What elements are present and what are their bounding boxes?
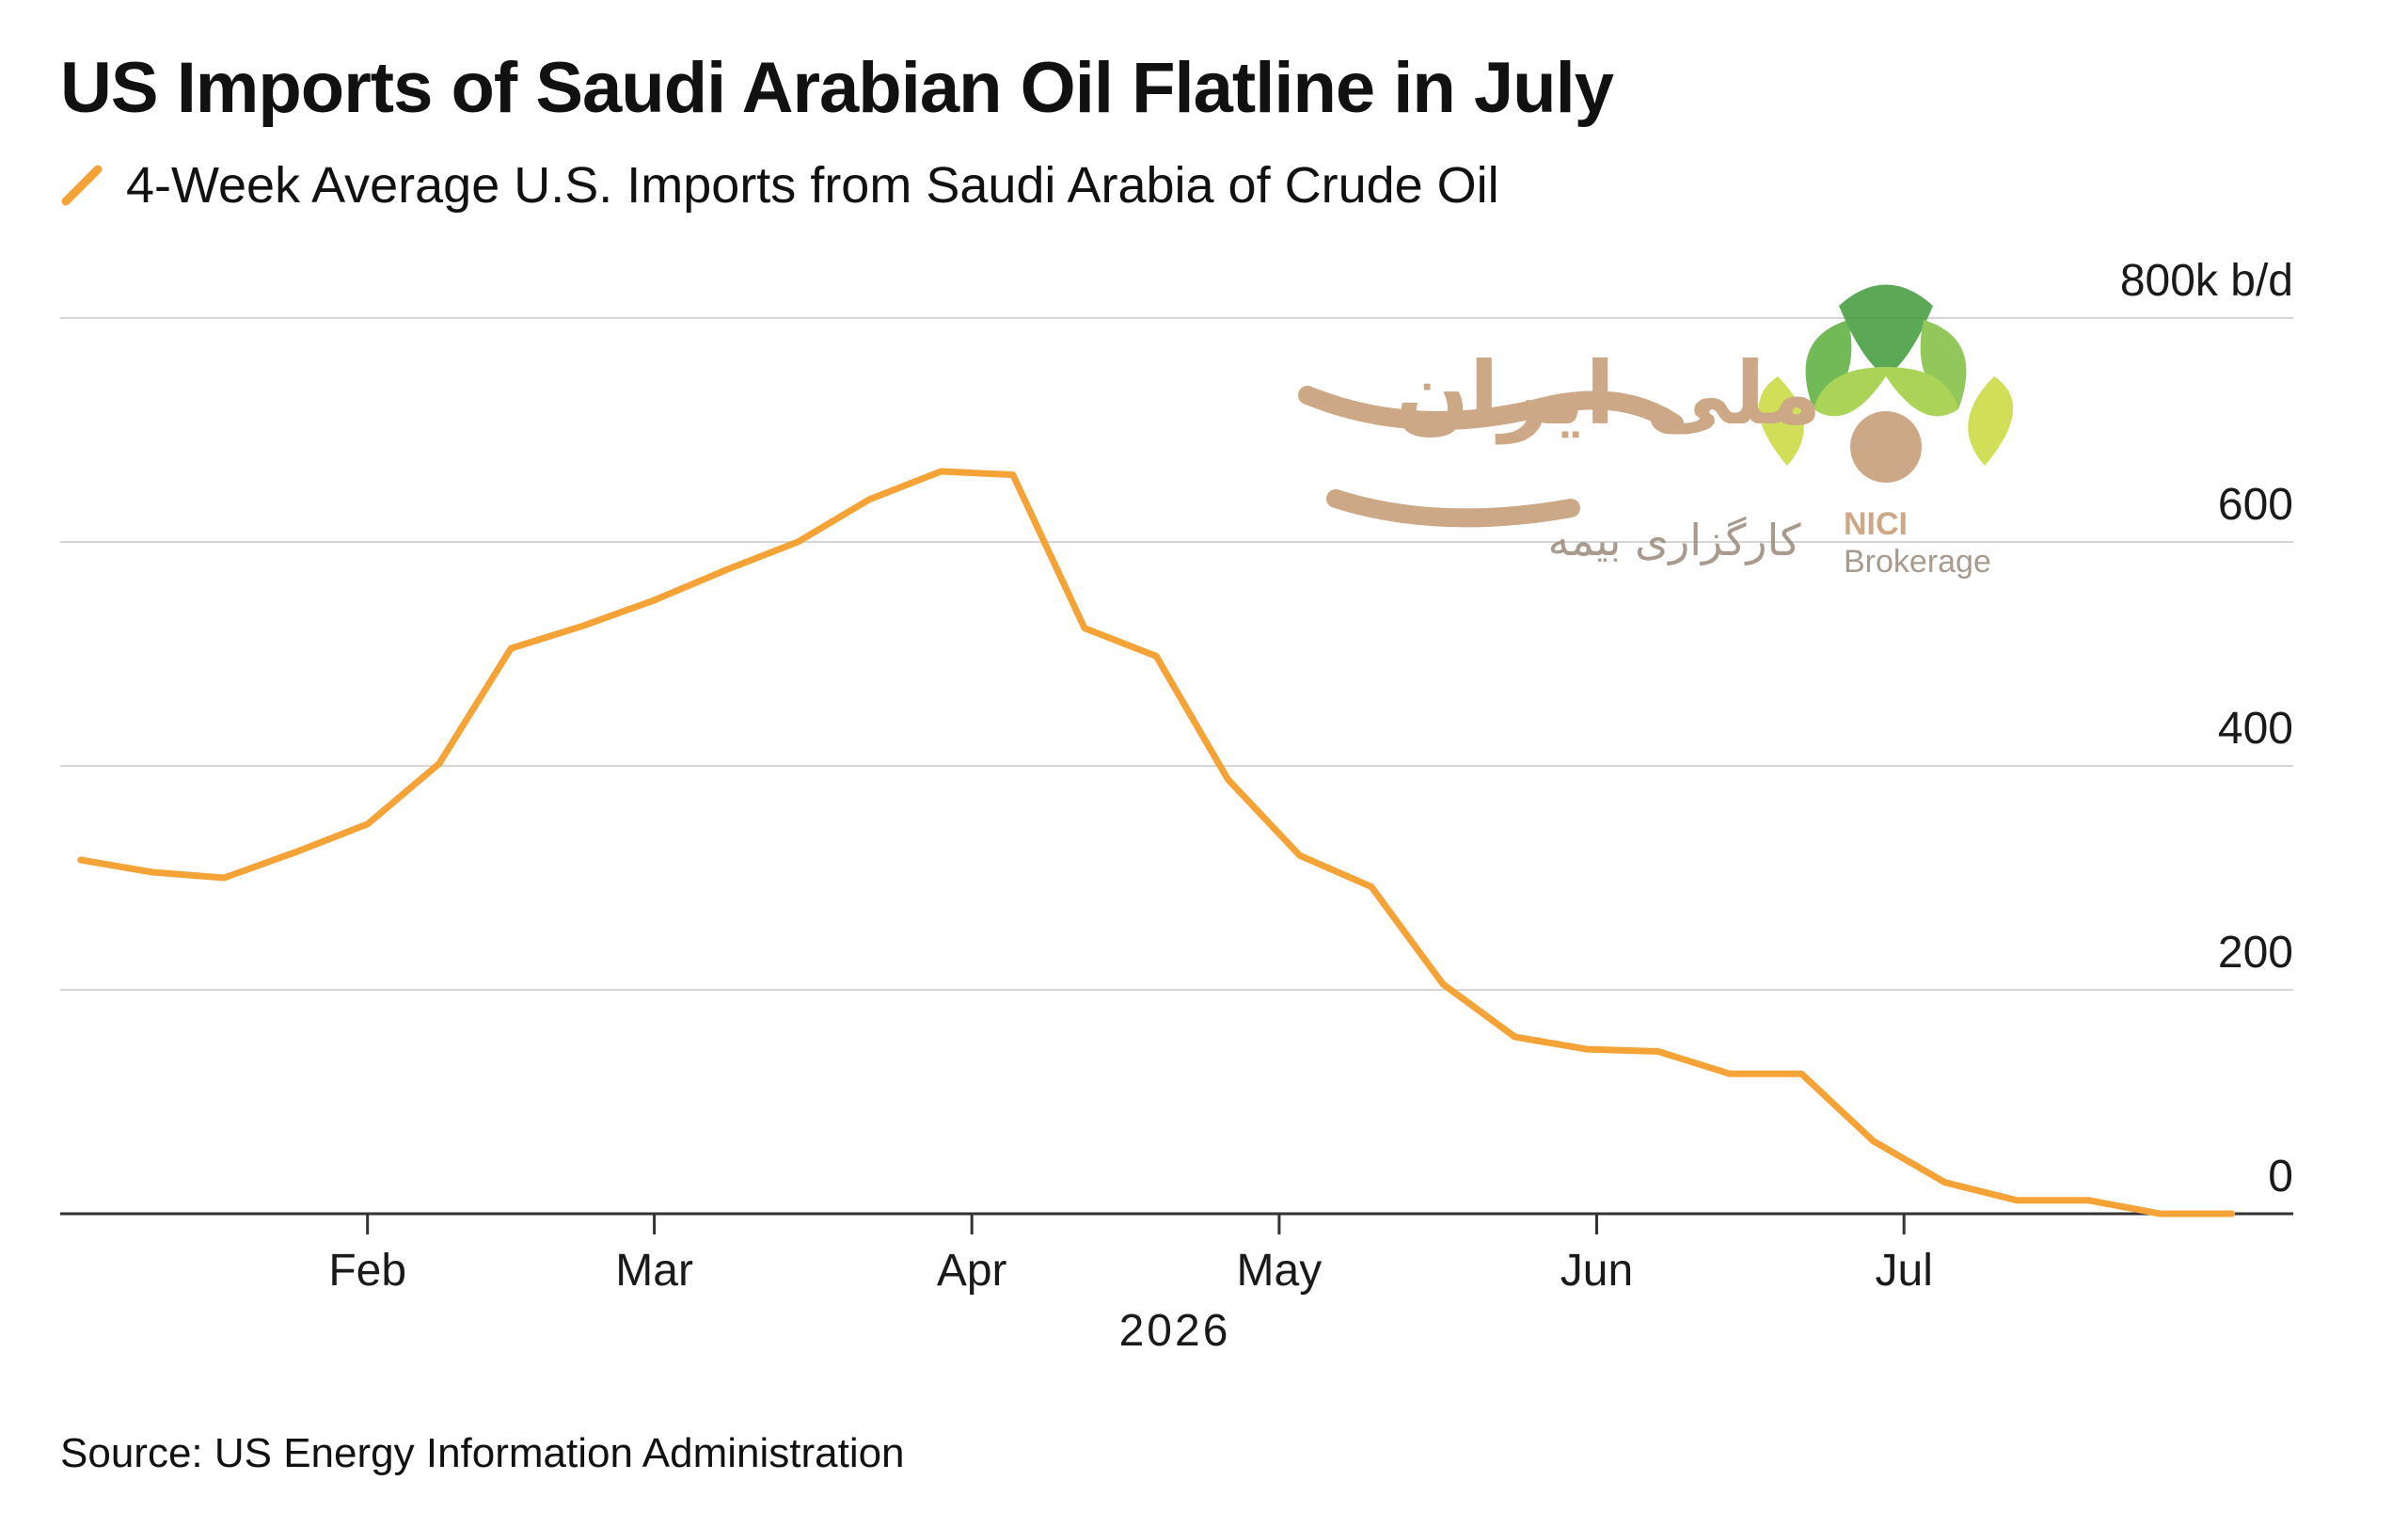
y-tick-label-200: 200 (2218, 928, 2293, 978)
legend-line-swatch-icon (61, 165, 103, 206)
calligraphy-swash-icon (1298, 386, 1684, 528)
x-tick-label-jul: Jul (1876, 1246, 1933, 1296)
x-tick-label-mar: Mar (615, 1246, 693, 1296)
y-tick-label-0: 0 (2268, 1152, 2293, 1202)
nici-brokerage-logo: NICI Brokerage ملی ایران کارگزاری بیمه (1298, 284, 2013, 580)
y-tick-label-600: 600 (2218, 480, 2293, 530)
x-tick-label-feb: Feb (328, 1246, 406, 1296)
chart-title: US Imports of Saudi Arabian Oil Flatline… (60, 48, 1614, 128)
logo-sub: Brokerage (1844, 544, 1991, 580)
x-axis-label: 2026 (1119, 1306, 1231, 1356)
source-note: Source: US Energy Information Administra… (60, 1430, 905, 1476)
line-chart: 0 200 400 600 800k b/d Feb Mar Apr May Jun Jul 20… (60, 256, 2293, 1356)
x-tick-label-may: May (1237, 1246, 1323, 1296)
logo-name: NICI (1844, 506, 1908, 542)
x-tick-label-apr: Apr (937, 1246, 1007, 1296)
legend-label: 4-Week Average U.S. Imports from Saudi A… (126, 157, 1499, 214)
logo-persian-main: ملی ایران (1396, 343, 1822, 445)
x-tick-label-jun: Jun (1560, 1246, 1633, 1296)
series-line-saudi-crude-imports (77, 468, 2236, 1218)
y-tick-label-800: 800k b/d (2120, 256, 2293, 306)
y-axis-tick-labels: 0 200 400 600 800k b/d (2120, 256, 2293, 1202)
x-axis-ticks: Feb Mar Apr May Jun Jul (328, 1214, 1933, 1296)
logo-persian-sub: کارگزاری بیمه (1548, 515, 1801, 566)
legend: 4-Week Average U.S. Imports from Saudi A… (60, 152, 1499, 218)
y-tick-label-400: 400 (2218, 704, 2293, 754)
logo-petals-icon (1758, 284, 2013, 483)
